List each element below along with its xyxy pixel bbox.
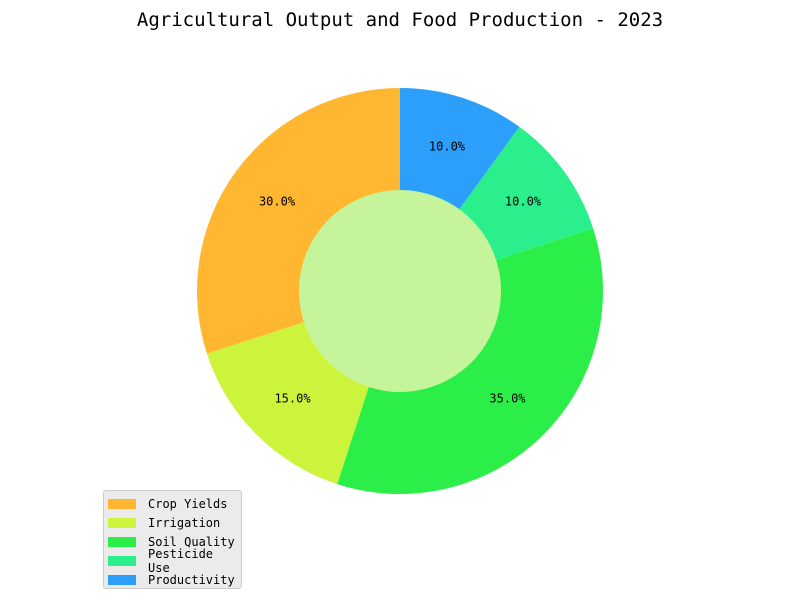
slice-percent-label: 15.0% (274, 391, 311, 405)
legend-swatch (108, 574, 136, 585)
legend-label: Soil Quality (148, 534, 235, 549)
legend: Crop Yields Irrigation Soil Quality Pest… (103, 490, 242, 589)
legend-item: Soil Quality (108, 532, 237, 551)
legend-item: Productivity (108, 570, 237, 589)
slice-percent-label: 10.0% (429, 139, 466, 153)
legend-label: Crop Yields (148, 496, 228, 511)
legend-item: Pesticide Use (108, 547, 237, 575)
legend-swatch (108, 498, 136, 509)
legend-label: Pesticide Use (148, 546, 214, 575)
slice-percent-label: 10.0% (505, 195, 542, 209)
slice-percent-label: 35.0% (489, 391, 526, 405)
legend-label: Productivity (148, 572, 235, 587)
legend-swatch (108, 536, 136, 547)
legend-label: Irrigation (148, 515, 221, 530)
legend-item: Irrigation (108, 513, 237, 532)
legend-item: Crop Yields (108, 494, 237, 513)
legend-swatch (108, 517, 136, 528)
percent-labels: 30.0% 15.0% 35.0% 10.0% 10.0% (259, 139, 542, 405)
legend-swatch (108, 555, 136, 566)
donut-center (299, 190, 501, 392)
chart-title: Agricultural Output and Food Production … (136, 9, 664, 31)
slice-percent-label: 30.0% (259, 195, 296, 209)
